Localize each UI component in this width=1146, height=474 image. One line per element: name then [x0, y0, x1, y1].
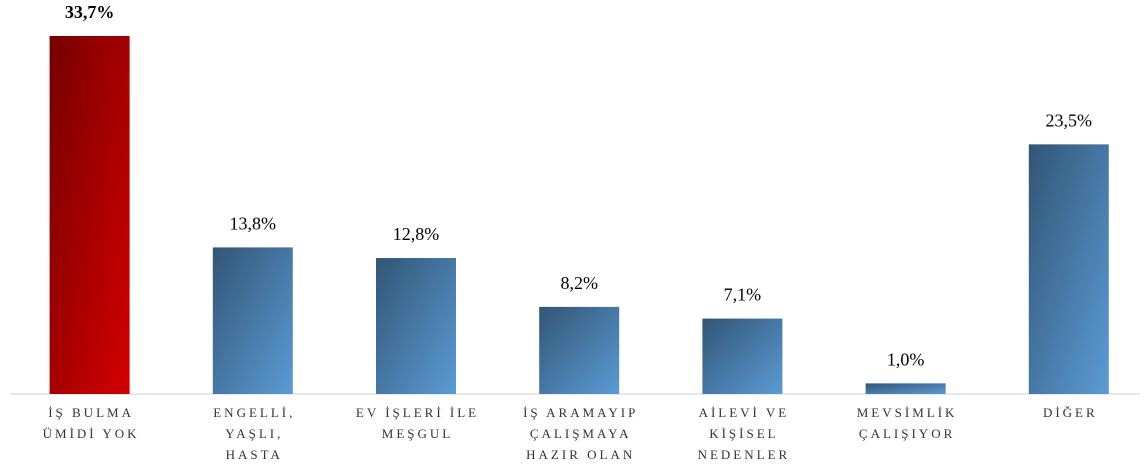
x-tick-label: ÇALIŞIYOR: [859, 426, 955, 441]
x-tick-label: ÇALIŞMAYA: [530, 426, 632, 441]
bar: [1028, 144, 1109, 394]
data-label: 7,1%: [724, 285, 762, 305]
x-tick-label: DİĞER: [1043, 405, 1098, 420]
x-tick-label: HAZIR OLAN: [526, 447, 635, 462]
data-label: 23,5%: [1046, 110, 1093, 130]
bar: [212, 247, 293, 394]
bar: [865, 383, 946, 394]
bar: [49, 36, 130, 394]
x-tick-label: KİŞİSEL: [709, 426, 778, 441]
x-tick-label: YAŞLI,: [225, 426, 283, 441]
x-tick-label: MEŞGUL: [382, 426, 453, 441]
data-label: 1,0%: [887, 350, 925, 370]
x-tick-label: MEVSİMLİK: [857, 405, 958, 420]
x-tick-label: HASTA: [226, 447, 283, 462]
bar: [702, 318, 783, 394]
x-tick-label: EV İŞLERİ İLE: [356, 405, 479, 420]
data-label: 8,2%: [560, 273, 598, 293]
bar: [376, 258, 456, 394]
x-tick-label: AİLEVİ VE: [699, 405, 790, 420]
x-tick-label: ÜMİDİ YOK: [43, 426, 140, 441]
data-label: 12,8%: [393, 224, 440, 244]
data-label: 13,8%: [230, 214, 277, 234]
x-tick-label: NEDENLER: [698, 447, 791, 462]
x-tick-label: ENGELLİ,: [213, 405, 295, 420]
x-tick-label: İŞ BULMA: [48, 405, 134, 420]
data-label: 33,7%: [65, 2, 115, 22]
x-tick-label: İŞ ARAMAYIP: [523, 405, 638, 420]
bar: [539, 306, 620, 394]
